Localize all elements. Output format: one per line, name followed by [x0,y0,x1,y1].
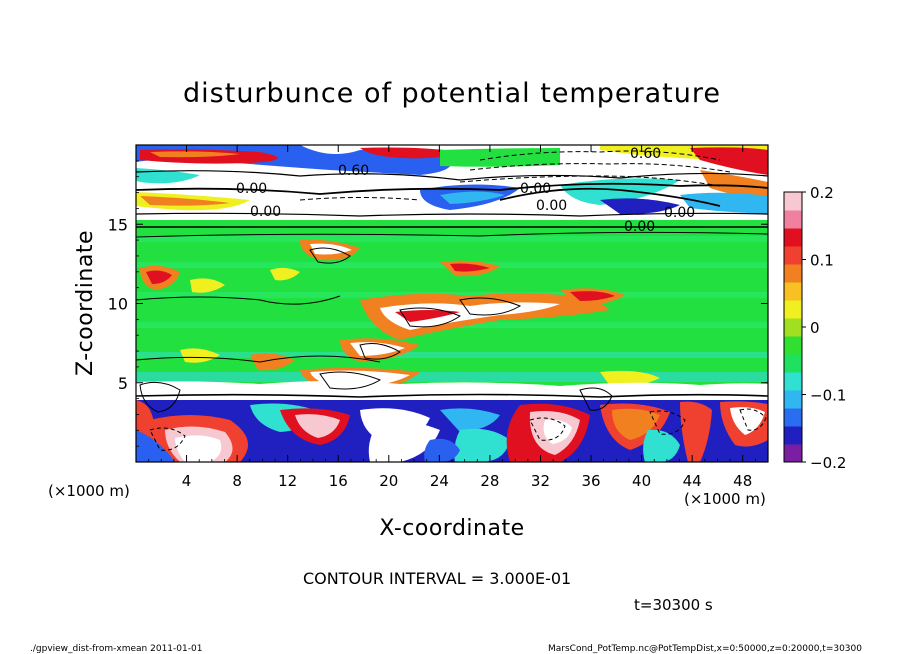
x-tick-label: 16 [329,472,348,490]
colorbar-tick-label: 0.1 [810,252,834,270]
colorbar-tick-label: 0.2 [810,184,834,202]
y-axis-label: Z-coordinate [73,230,98,376]
x-tick-label: 28 [480,472,499,490]
colorbar-segment [784,336,802,355]
colorbar-axis: 0.2 0.1 0 −0.1 −0.2 [802,184,846,472]
y-tick-label: 15 [108,215,128,234]
contour-label: 0.60 [630,146,661,162]
x-tick-label: 20 [379,472,398,490]
footer-right: MarsCond_PotTemp.nc@PotTempDist,x=0:5000… [548,644,862,654]
x-tick-label: 4 [182,472,192,490]
colorbar-segment [784,300,802,319]
time-text: t=30300 s [634,596,713,614]
x-tick-label: 8 [232,472,242,490]
field-mid-patches [140,239,660,392]
colorbar-segment [784,282,802,301]
x-tick-label: 44 [683,472,702,490]
y-axis: 5 10 15 [108,160,768,447]
colorbar-segment [784,264,802,283]
colorbar-segment [784,426,802,445]
y-tick-label: 10 [108,295,128,314]
contour-interval-text: CONTOUR INTERVAL = 3.000E-01 [303,569,571,588]
chart-title: disturbunce of potential temperature [183,78,721,109]
x-tick-label: 48 [733,472,752,490]
colorbar-segment [784,444,802,463]
field-lower-layer [136,400,768,462]
colorbar-segment [784,372,802,391]
colorbar-segment [784,228,802,247]
colorbar-segment [784,390,802,409]
colorbar-segment [784,192,802,211]
x-axis: 4 8 12 16 20 24 28 32 36 40 44 48 [148,145,769,490]
field-white-band [136,381,768,404]
contour-lines [136,150,768,451]
y-tick-label: 5 [118,374,128,393]
x-tick-label: 12 [278,472,297,490]
x-tick-label: 40 [632,472,651,490]
contour-label: 0.00 [520,181,551,197]
contour-label: 0.00 [250,204,281,220]
colorbar-segment [784,408,802,427]
x-axis-unit-right: (×1000 m) [684,490,766,508]
contour-label: 0.00 [236,181,267,197]
contour-labels: 0.60 0.60 0.00 0.00 0.00 0.00 0.00 0.00 [236,146,695,235]
colorbar-segment [784,354,802,373]
colorbar-segment [784,246,802,265]
colorbar-segment [784,318,802,337]
x-tick-label: 24 [430,472,449,490]
x-tick-label: 36 [581,472,600,490]
x-axis-unit: (×1000 m) [48,482,130,500]
contour-label: 0.00 [664,205,695,221]
contour-label: 0.60 [338,163,369,179]
contour-label: 0.00 [624,219,655,235]
colorbar-tick-label: −0.2 [810,454,846,472]
x-tick-label: 32 [531,472,550,490]
colorbar [783,191,803,463]
x-axis-label: X-coordinate [379,516,524,541]
heatmap-field [136,145,768,462]
colorbar-segment [784,210,802,229]
contour-label: 0.00 [536,198,567,214]
colorbar-tick-label: −0.1 [810,387,846,405]
footer-left: ./gpview_dist-from-xmean 2011-01-01 [30,644,202,654]
colorbar-tick-label: 0 [810,319,820,337]
